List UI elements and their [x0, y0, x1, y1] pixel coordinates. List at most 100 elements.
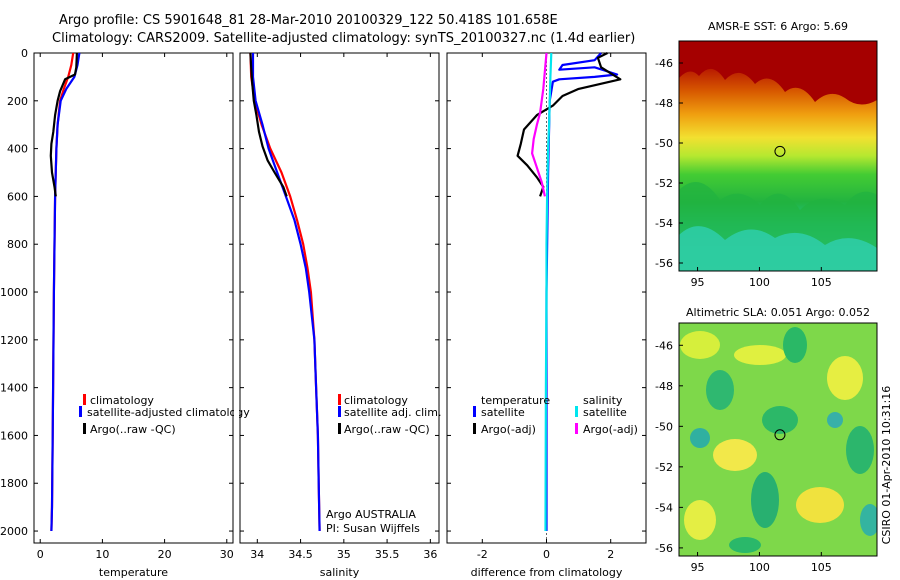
sla-high-blob	[713, 439, 757, 471]
sla-low-blob	[751, 472, 779, 528]
sla-low-blob	[729, 537, 761, 553]
legend-swatch-climatology	[83, 394, 86, 405]
legend-swatch-temp-argo	[473, 423, 476, 434]
salinity-axes-frame	[239, 52, 440, 544]
legend-label-sal-satellite: satellite	[583, 406, 627, 419]
y-tick-label: 1400	[0, 382, 28, 395]
x-tick-label: 2	[607, 548, 614, 561]
legend-label-argo: Argo(..raw -QC)	[344, 423, 430, 436]
y-tick-label: 1000	[0, 286, 28, 299]
x-tick-label: -2	[477, 548, 488, 561]
x-tick-label: 105	[811, 561, 832, 574]
legend-label-temp-argo: Argo(-adj)	[481, 423, 536, 436]
y-tick-label: -52	[655, 177, 673, 190]
x-tick-label: 0	[37, 548, 44, 561]
legend-label-sal-argo: Argo(-adj)	[583, 423, 638, 436]
x-axis-label: temperature	[99, 566, 168, 579]
temperature-legend: climatology satellite-adjusted climatolo…	[79, 394, 250, 436]
sla-low-blob	[846, 426, 874, 474]
series-line-temperature-satellite	[545, 52, 619, 531]
x-tick-label: 36	[423, 548, 437, 561]
temperature-axes-frame	[33, 52, 234, 544]
sst-map-frame	[678, 40, 878, 272]
legend-swatch-sal-argo	[575, 423, 578, 434]
x-axis-label: salinity	[320, 566, 360, 579]
y-tick-label: -54	[655, 217, 673, 230]
pi-annotation: PI: Susan Wijffels	[326, 522, 420, 535]
sst-cyan-patch	[679, 226, 877, 271]
legend-swatch-argo	[83, 423, 86, 434]
series-line-salinity-argo-adj	[530, 52, 548, 197]
sla-high-blob	[796, 487, 844, 523]
sla-low-blob	[690, 428, 710, 448]
legend-label-temp-satellite: satellite	[481, 406, 525, 419]
figure-title-line1: Argo profile: CS 5901648_81 28-Mar-2010 …	[59, 13, 558, 28]
series-line-satellite-adjusted-climatology	[50, 52, 81, 532]
legend-header-salinity: salinity	[583, 394, 623, 407]
x-tick-label: 34	[250, 548, 264, 561]
x-tick-label: 95	[691, 276, 705, 289]
y-tick-label: -56	[655, 257, 673, 270]
salinity-panel: 34 34.5 35 35.5 36 salinity	[240, 52, 439, 579]
legend-swatch-argo	[338, 423, 341, 434]
y-tick-label: -48	[655, 97, 673, 110]
sst-map-title: AMSR-E SST: 6 Argo: 5.69	[708, 20, 848, 33]
y-tick-label: 0	[21, 47, 28, 60]
sla-low-blob	[706, 370, 734, 410]
y-tick-label: -52	[655, 461, 673, 474]
x-tick-label: 10	[95, 548, 109, 561]
legend-clip-cover	[234, 404, 239, 418]
sla-low-blob	[860, 504, 877, 536]
sla-low-blob	[827, 412, 843, 428]
csiro-timestamp-label: CSIRO 01-Apr-2010 10:31:16	[880, 386, 893, 545]
y-tick-label: -46	[655, 57, 673, 70]
x-tick-label: 20	[158, 548, 172, 561]
sst-warm-patch	[679, 41, 877, 105]
series-line-argo-raw-qc	[249, 52, 288, 197]
figure-title-line2: Climatology: CARS2009. Satellite-adjuste…	[52, 31, 635, 46]
sst-map-axes: 95 100 105 -46 -48 -50 -52 -54 -56	[655, 57, 832, 289]
legend-label-climatology: climatology	[90, 394, 154, 407]
sla-high-blob	[680, 331, 720, 359]
x-tick-label: 100	[749, 561, 770, 574]
sla-high-blob	[684, 500, 716, 540]
sla-low-blob	[783, 327, 807, 363]
y-tick-label: 1600	[0, 429, 28, 442]
y-tick-label: 1800	[0, 477, 28, 490]
legend-swatch-sal-satellite	[575, 406, 578, 417]
x-tick-label: 100	[749, 276, 770, 289]
y-tick-label: -50	[655, 420, 673, 433]
argo-program-annotation: Argo AUSTRALIA	[326, 508, 416, 521]
y-tick-label: 400	[7, 143, 28, 156]
x-tick-label: 35	[337, 548, 351, 561]
sla-map-axes: 95 100 105 -46 -48 -50 -52 -54 -56	[655, 339, 832, 574]
legend-swatch-satellite-adj	[338, 406, 341, 417]
x-axis-label: difference from climatology	[471, 566, 623, 579]
x-tick-label: 30	[220, 548, 234, 561]
legend-swatch-temp-satellite	[473, 406, 476, 417]
sla-map-frame	[678, 322, 878, 557]
y-tick-label: -50	[655, 137, 673, 150]
difference-legend: temperature salinity satellite Argo(-adj…	[473, 394, 638, 436]
series-line-temperature-argo-adj	[516, 52, 622, 197]
sla-map-title: Altimetric SLA: 0.051 Argo: 0.052	[686, 306, 870, 319]
x-tick-label: 105	[811, 276, 832, 289]
legend-swatch-satellite-adjusted	[79, 406, 82, 417]
y-tick-label: 1200	[0, 334, 28, 347]
x-tick-label: 95	[691, 561, 705, 574]
series-line-salinity-satellite	[544, 52, 553, 532]
salinity-legend: climatology satellite adj. clim. Argo(..…	[338, 394, 441, 436]
y-tick-label: -56	[655, 542, 673, 555]
y-tick-label: -46	[655, 339, 673, 352]
legend-label-satellite-adj: satellite adj. clim.	[344, 406, 441, 419]
series-line-satellite-adj-clim	[251, 53, 321, 532]
sla-low-blob	[762, 406, 798, 434]
y-tick-label: 2000	[0, 525, 28, 538]
legend-header-temperature: temperature	[481, 394, 550, 407]
sla-high-blob	[827, 356, 863, 400]
y-tick-label: -48	[655, 380, 673, 393]
sst-map-field	[679, 41, 877, 271]
series-line-argo-raw-qc	[49, 52, 78, 197]
y-tick-label: 600	[7, 190, 28, 203]
